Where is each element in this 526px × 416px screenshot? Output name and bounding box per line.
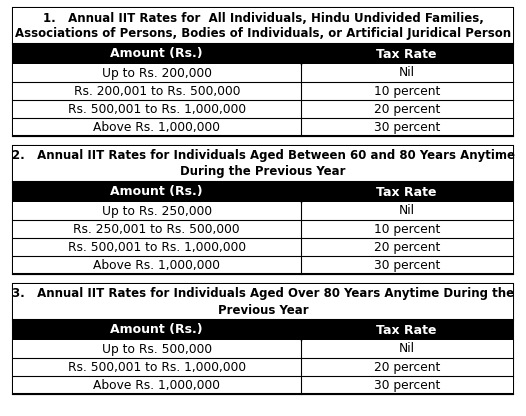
Bar xyxy=(13,284,513,394)
Text: Rs. 500,001 to Rs. 1,000,000: Rs. 500,001 to Rs. 1,000,000 xyxy=(68,361,246,374)
Bar xyxy=(13,182,513,202)
Text: Rs. 250,001 to Rs. 500,000: Rs. 250,001 to Rs. 500,000 xyxy=(74,223,240,235)
Bar xyxy=(13,358,513,376)
Text: Amount (Rs.): Amount (Rs.) xyxy=(110,47,203,60)
Text: Amount (Rs.): Amount (Rs.) xyxy=(110,324,203,337)
Bar xyxy=(13,238,513,256)
Text: Tax Rate: Tax Rate xyxy=(377,186,437,198)
Bar xyxy=(13,146,513,182)
Bar xyxy=(13,118,513,136)
Text: Rs. 200,001 to Rs. 500,000: Rs. 200,001 to Rs. 500,000 xyxy=(74,84,240,97)
Text: Nil: Nil xyxy=(399,205,414,218)
Text: 3.   Annual IIT Rates for Individuals Aged Over 80 Years Anytime During the
Prev: 3. Annual IIT Rates for Individuals Aged… xyxy=(12,287,514,317)
Text: Above Rs. 1,000,000: Above Rs. 1,000,000 xyxy=(93,258,220,272)
Bar xyxy=(13,284,513,320)
Text: 20 percent: 20 percent xyxy=(373,102,440,116)
Bar xyxy=(13,100,513,118)
Text: 30 percent: 30 percent xyxy=(373,121,440,134)
Text: Amount (Rs.): Amount (Rs.) xyxy=(110,186,203,198)
Text: Rs. 500,001 to Rs. 1,000,000: Rs. 500,001 to Rs. 1,000,000 xyxy=(68,240,246,253)
Bar xyxy=(13,256,513,274)
Text: Above Rs. 1,000,000: Above Rs. 1,000,000 xyxy=(93,379,220,391)
Text: Up to Rs. 250,000: Up to Rs. 250,000 xyxy=(102,205,212,218)
Text: Above Rs. 1,000,000: Above Rs. 1,000,000 xyxy=(93,121,220,134)
Text: Nil: Nil xyxy=(399,342,414,356)
Text: 10 percent: 10 percent xyxy=(373,84,440,97)
Text: Rs. 500,001 to Rs. 1,000,000: Rs. 500,001 to Rs. 1,000,000 xyxy=(68,102,246,116)
Bar xyxy=(13,8,513,136)
Text: Up to Rs. 500,000: Up to Rs. 500,000 xyxy=(102,342,212,356)
Text: 30 percent: 30 percent xyxy=(373,258,440,272)
Text: 10 percent: 10 percent xyxy=(373,223,440,235)
Bar xyxy=(13,146,513,274)
Text: Up to Rs. 200,000: Up to Rs. 200,000 xyxy=(102,67,212,79)
Text: 2.   Annual IIT Rates for Individuals Aged Between 60 and 80 Years Anytime
Durin: 2. Annual IIT Rates for Individuals Aged… xyxy=(12,149,514,178)
Bar xyxy=(13,8,513,44)
Bar xyxy=(13,376,513,394)
Bar xyxy=(13,44,513,64)
Text: 20 percent: 20 percent xyxy=(373,240,440,253)
Bar xyxy=(13,220,513,238)
Bar xyxy=(13,202,513,220)
Text: Nil: Nil xyxy=(399,67,414,79)
Text: 30 percent: 30 percent xyxy=(373,379,440,391)
Text: Tax Rate: Tax Rate xyxy=(377,324,437,337)
Bar xyxy=(13,320,513,340)
Text: 20 percent: 20 percent xyxy=(373,361,440,374)
Bar xyxy=(13,340,513,358)
Bar xyxy=(13,82,513,100)
Text: Tax Rate: Tax Rate xyxy=(377,47,437,60)
Bar xyxy=(13,64,513,82)
Text: 1.   Annual IIT Rates for  All Individuals, Hindu Undivided Families,
Associatio: 1. Annual IIT Rates for All Individuals,… xyxy=(15,12,511,40)
